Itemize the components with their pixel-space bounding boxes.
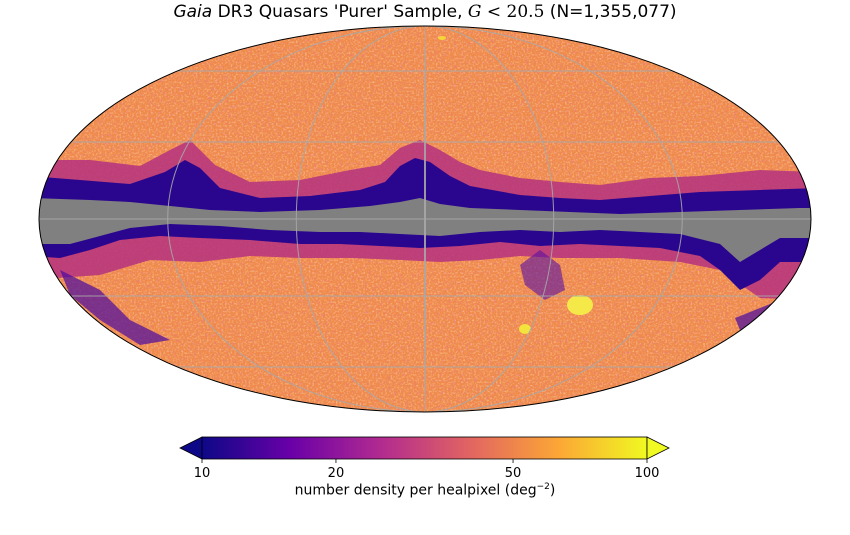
colorbar-tick-label-50: 50 <box>504 466 522 481</box>
southern-lowdensity-patch <box>520 250 565 300</box>
title-math-op: < <box>481 2 507 22</box>
title-italic: Gaia <box>173 2 213 22</box>
colorbar-extend-low <box>179 436 203 460</box>
colorbar-label-sup: −2 <box>536 482 550 492</box>
title-count: (N=1,355,077) <box>544 2 677 22</box>
southern-lowdensity-arm <box>60 270 170 345</box>
map-content <box>39 26 811 412</box>
colorbar-ticks <box>201 459 648 463</box>
plot-title: Gaia DR3 Quasars 'Purer' Sample, G < 20.… <box>0 0 850 24</box>
colorbar-tick-label-100: 100 <box>634 466 660 481</box>
small-magellanic-cloud <box>519 324 531 334</box>
colorbar-tick-label-10: 10 <box>193 466 211 481</box>
title-math-var: G <box>467 2 482 22</box>
colorbar-tick-label-20: 20 <box>327 466 345 481</box>
large-magellanic-cloud <box>567 295 593 315</box>
colorbar-label-text: number density per healpixel (deg <box>294 482 537 499</box>
colorbar-extend-high <box>646 436 670 460</box>
colorbar-label: number density per healpixel (deg−2) <box>0 482 850 499</box>
title-math-val: 20.5 <box>506 2 545 22</box>
colorbar-label-close: ) <box>549 482 556 499</box>
colorbar-gradient <box>201 436 648 460</box>
north-pole-spot <box>438 36 446 40</box>
title-main: DR3 Quasars 'Purer' Sample, <box>212 2 468 22</box>
map-border <box>38 25 812 413</box>
